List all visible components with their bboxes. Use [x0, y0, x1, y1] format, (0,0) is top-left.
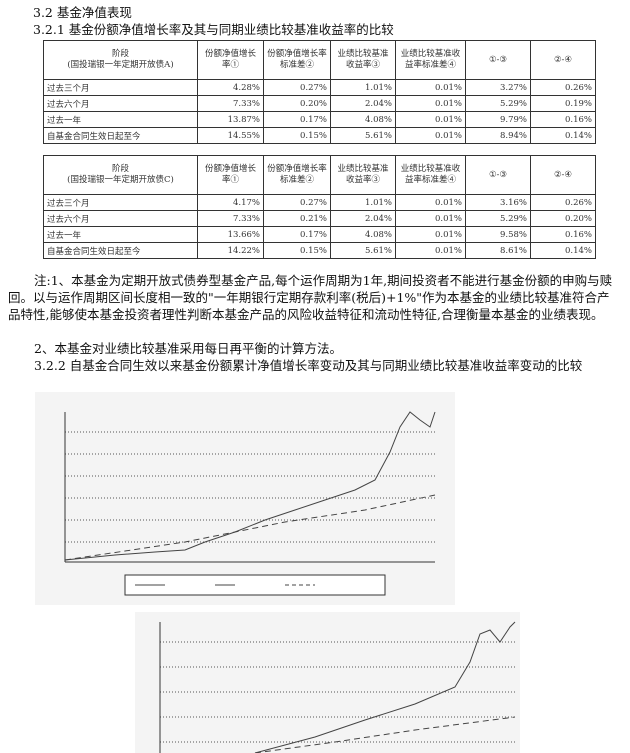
table-cell: 3.27%	[465, 79, 531, 96]
table-row: 过去三个月 4.17% 0.27% 1.01% 0.01% 3.16% 0.26%	[43, 194, 596, 211]
chart-image	[135, 612, 520, 753]
table-cell: 0.01%	[395, 226, 466, 243]
table-cell: 5.61%	[330, 127, 396, 144]
table-cell: 0.15%	[263, 242, 331, 259]
header-cell: 阶段 (国投瑞银一年定期开放债A)	[43, 40, 198, 80]
section-title: 3.2 基金净值表现	[33, 5, 132, 20]
table-cell: 14.22%	[197, 242, 264, 259]
table-cell: 5.29%	[465, 95, 531, 112]
table-cell: 0.19%	[530, 95, 596, 112]
figure-title: 3.2.2 自基金合同生效以来基金份额累计净值增长率变动及其与同期业绩比较基准收…	[34, 358, 583, 373]
table-cell: 3.16%	[465, 194, 531, 211]
header-cell: 阶段 (国投瑞银一年定期开放债C)	[43, 155, 198, 195]
table-row: 自基金合同生效日起至今 14.22% 0.15% 5.61% 0.01% 8.61% 0.1…	[43, 242, 596, 259]
table-cell: 5.61%	[330, 242, 396, 259]
table-row: 过去三个月 4.28% 0.27% 1.01% 0.01% 3.27% 0.26%	[43, 79, 596, 96]
table-cell: 8.61%	[465, 242, 531, 259]
header-cell: 份额净值增长率①	[197, 155, 264, 195]
table-cell: 0.01%	[395, 242, 466, 259]
table-cell: 7.33%	[197, 95, 264, 112]
table-cell: 13.66%	[197, 226, 264, 243]
table-row: 过去六个月 7.33% 0.20% 2.04% 0.01% 5.29% 0.19%	[43, 95, 596, 112]
table-cell: 4.28%	[197, 79, 264, 96]
table-cell: 0.26%	[530, 79, 596, 96]
table-cell: 7.33%	[197, 210, 264, 227]
table-cell: 0.21%	[263, 210, 331, 227]
table-cell: 0.16%	[530, 226, 596, 243]
table-cell: 0.27%	[263, 79, 331, 96]
note: 2、本基金对业绩比较基准采用每日再平衡的计算方法。	[34, 341, 342, 356]
table-row: 过去一年 13.66% 0.17% 4.08% 0.01% 9.58% 0.16%	[43, 226, 596, 243]
chart-image	[35, 392, 455, 605]
table-cell: 0.27%	[263, 194, 331, 211]
table-cell: 4.08%	[330, 226, 396, 243]
header-cell: 业绩比较基准收益率标准差④	[395, 155, 466, 195]
table-cell: 8.94%	[465, 127, 531, 144]
table-cell: 0.17%	[263, 111, 331, 128]
table-cell: 过去三个月	[43, 194, 198, 211]
table-cell: 0.01%	[395, 79, 466, 96]
header-cell: 业绩比较基准收益率③	[330, 155, 396, 195]
table-cell: 4.17%	[197, 194, 264, 211]
table-cell: 0.26%	[530, 194, 596, 211]
table-cell: 5.29%	[465, 210, 531, 227]
table-cell: 13.87%	[197, 111, 264, 128]
note: 注:1、本基金为定期开放式债券型基金产品,每个运作周期为1年,期间投资者不能进行…	[8, 273, 613, 322]
header-cell: 份额净值增长率标准差②	[263, 155, 331, 195]
table-cell: 过去六个月	[43, 210, 198, 227]
table-cell: 1.01%	[330, 79, 396, 96]
table-cell: 0.01%	[395, 127, 466, 144]
table: 阶段 (国投瑞银一年定期开放债A) 份额净值增长率① 份额净值增长率标准差② 业绩比较…	[43, 40, 596, 144]
table-cell: 0.14%	[530, 127, 596, 144]
header-cell: 份额净值增长率标准差②	[263, 40, 331, 80]
table-cell: 0.20%	[263, 95, 331, 112]
header-cell: 业绩比较基准收益率③	[330, 40, 396, 80]
table-cell: 2.04%	[330, 210, 396, 227]
table-cell: 9.58%	[465, 226, 531, 243]
table: 阶段 (国投瑞银一年定期开放债C) 份额净值增长率① 份额净值增长率标准差② 业绩比较…	[43, 155, 596, 259]
header-row: 阶段 (国投瑞银一年定期开放债A) 份额净值增长率① 份额净值增长率标准差② 业绩比较…	[43, 40, 596, 80]
header-row: 阶段 (国投瑞银一年定期开放债C) 份额净值增长率① 份额净值增长率标准差② 业绩比较…	[43, 155, 596, 195]
table-cell: 过去六个月	[43, 95, 198, 112]
table-cell: 0.15%	[263, 127, 331, 144]
header-cell: 业绩比较基准收益率标准差④	[395, 40, 466, 80]
table-cell: 0.01%	[395, 210, 466, 227]
table-cell: 4.08%	[330, 111, 396, 128]
table-cell: 过去三个月	[43, 79, 198, 96]
header-cell: ①-③	[465, 155, 531, 195]
table-cell: 自基金合同生效日起至今	[43, 127, 198, 144]
subsection-title: 3.2.1 基金份额净值增长率及其与同期业绩比较基准收益率的比较	[33, 22, 394, 37]
table-row: 过去一年 13.87% 0.17% 4.08% 0.01% 9.79% 0.16%	[43, 111, 596, 128]
table-cell: 0.01%	[395, 95, 466, 112]
table-cell: 14.55%	[197, 127, 264, 144]
table-cell: 9.79%	[465, 111, 531, 128]
table-cell: 1.01%	[330, 194, 396, 211]
table-cell: 0.17%	[263, 226, 331, 243]
table-cell: 0.16%	[530, 111, 596, 128]
header-cell: ②-④	[530, 155, 596, 195]
table-cell: 过去一年	[43, 226, 198, 243]
table-row: 过去六个月 7.33% 0.21% 2.04% 0.01% 5.29% 0.20%	[43, 210, 596, 227]
table-row: 自基金合同生效日起至今 14.55% 0.15% 5.61% 0.01% 8.94% 0.1…	[43, 127, 596, 144]
table-cell: 0.01%	[395, 194, 466, 211]
table-cell: 0.01%	[395, 111, 466, 128]
table-cell: 0.20%	[530, 210, 596, 227]
header-cell: 份额净值增长率①	[197, 40, 264, 80]
header-cell: ②-④	[530, 40, 596, 80]
header-cell: ①-③	[465, 40, 531, 80]
table-cell: 自基金合同生效日起至今	[43, 242, 198, 259]
table-cell: 2.04%	[330, 95, 396, 112]
table-cell: 过去一年	[43, 111, 198, 128]
table-cell: 0.14%	[530, 242, 596, 259]
